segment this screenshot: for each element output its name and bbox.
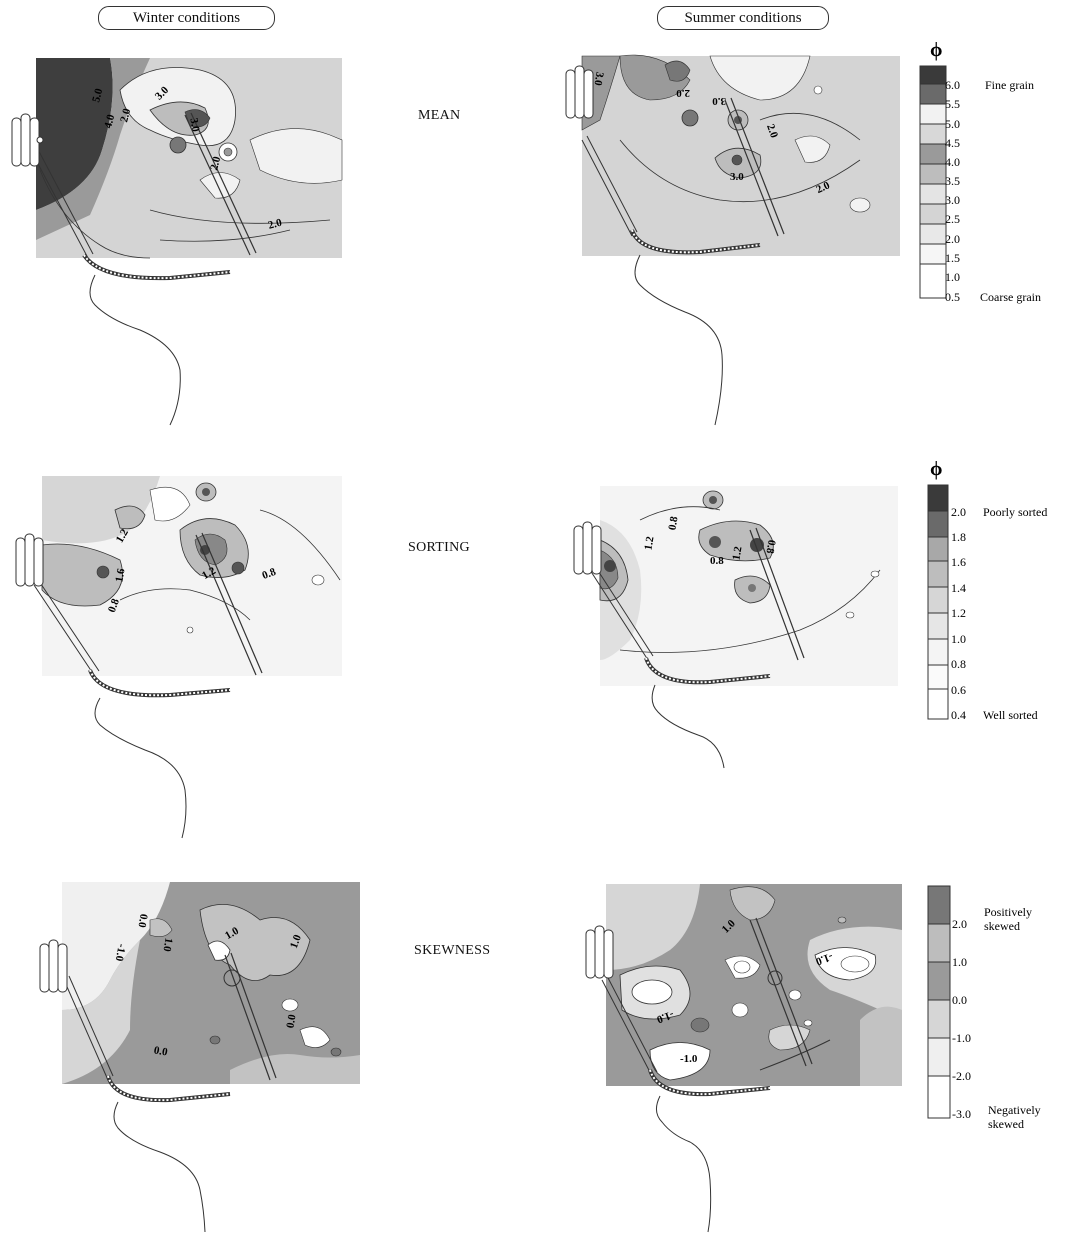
winter-sorting-label: 1.6 bbox=[113, 567, 127, 583]
skewness-legend: 2.0 1.0 0.0 -1.0 -2.0 -3.0 Positively sk… bbox=[927, 885, 1041, 1130]
legend-level: 0.5 bbox=[945, 290, 960, 304]
legend-level: 2.5 bbox=[945, 212, 960, 226]
summer-skewness-map: 1.0 -1.0 -1.0 -1.0 bbox=[585, 884, 902, 1233]
legend-level: -2.0 bbox=[952, 1069, 971, 1083]
legend-level: 2.0 bbox=[945, 232, 960, 246]
row-label-sorting: SORTING bbox=[408, 540, 470, 555]
legend-level: 0.4 bbox=[951, 708, 966, 722]
summer-mean-label: 2.0 bbox=[676, 87, 690, 99]
summer-mean-map: 3.0 2.0 3.0 2.0 3.0 2.0 bbox=[565, 54, 900, 426]
winter-skewness-label: -1.0 bbox=[113, 943, 128, 963]
summer-sorting-label: 1.2 bbox=[642, 535, 656, 551]
legend-level: 0.0 bbox=[952, 993, 967, 1007]
legend-level: 5.5 bbox=[945, 97, 960, 111]
legend-bottom-text: Well sorted bbox=[983, 708, 1038, 722]
legend-level: 1.4 bbox=[951, 581, 966, 595]
winter-mean-label: 2.0 bbox=[208, 155, 223, 172]
winter-skewness-label: 0.0 bbox=[284, 1013, 298, 1029]
summer-header: Summer conditions bbox=[657, 6, 829, 30]
legend-level: -3.0 bbox=[952, 1107, 971, 1121]
legend-level: 3.0 bbox=[945, 193, 960, 207]
legend-level: 1.0 bbox=[952, 955, 967, 969]
winter-mean-label: 2.0 bbox=[267, 217, 284, 232]
winter-mean-label: 4.0 bbox=[102, 113, 117, 130]
summer-sorting-label: 0.8 bbox=[666, 515, 680, 531]
winter-sorting-map: 1.2 1.6 0.8 1.2 0.8 bbox=[15, 476, 342, 839]
summer-mean-label: 2.0 bbox=[764, 123, 780, 140]
legend-top-text: Poorly sorted bbox=[983, 505, 1047, 519]
legend-level: 2.0 bbox=[951, 505, 966, 519]
legend-level: 2.0 bbox=[952, 917, 967, 931]
legend-level: 1.5 bbox=[945, 251, 960, 265]
legend-level: 1.2 bbox=[951, 606, 966, 620]
winter-mean-label: 2.0 bbox=[118, 107, 133, 124]
summer-mean-label: 3.0 bbox=[730, 171, 744, 183]
legend-level: 3.5 bbox=[945, 174, 960, 188]
sorting-legend: ϕ 2.0 1.8 1.6 1.4 1.2 1.0 0.8 0.6 0.4 Po… bbox=[927, 458, 1047, 722]
winter-skewness-label: 0.0 bbox=[135, 913, 149, 929]
legend-level: 0.6 bbox=[951, 683, 966, 697]
legend-level: 4.5 bbox=[945, 136, 960, 150]
legend-level: 1.6 bbox=[951, 555, 966, 569]
summer-mean-label: 2.0 bbox=[814, 179, 832, 196]
legend-level: 6.0 bbox=[945, 78, 960, 92]
winter-skewness-label: 1.0 bbox=[288, 933, 304, 950]
legend-level: 1.8 bbox=[951, 530, 966, 544]
summer-mean-label: 3.0 bbox=[712, 95, 726, 107]
winter-skewness-label: 1.0 bbox=[160, 937, 174, 953]
legend-level: -1.0 bbox=[952, 1031, 971, 1045]
legend-level: 0.8 bbox=[951, 657, 966, 671]
legend-bottom-text: Negatively bbox=[988, 1103, 1041, 1117]
legend-level: 4.0 bbox=[945, 155, 960, 169]
legend-phi-symbol: ϕ bbox=[930, 39, 942, 61]
legend-top-text: Fine grain bbox=[985, 78, 1034, 92]
legend-phi-symbol: ϕ bbox=[930, 458, 942, 480]
winter-mean-map: 5.0 4.0 3.0 2.0 3.0 2.0 2.0 bbox=[11, 58, 343, 426]
summer-sorting-label: 0.8 bbox=[763, 539, 777, 555]
winter-header: Winter conditions bbox=[98, 6, 275, 30]
winter-mean-label: 5.0 bbox=[90, 87, 105, 104]
legend-level: 5.0 bbox=[945, 117, 960, 131]
summer-mean-label: 3.0 bbox=[591, 71, 605, 87]
summer-sorting-map: 1.2 0.8 0.8 1.2 0.8 bbox=[573, 486, 898, 769]
legend-bottom-text: skewed bbox=[988, 1117, 1024, 1130]
winter-sorting-label: 0.8 bbox=[106, 597, 122, 614]
summer-skewness-label: -1.0 bbox=[655, 1008, 676, 1025]
row-label-skewness: SKEWNESS bbox=[414, 943, 491, 958]
row-label-mean: MEAN bbox=[418, 108, 461, 123]
summer-skewness-label: -1.0 bbox=[814, 950, 835, 967]
winter-sorting-label: 0.8 bbox=[261, 566, 278, 582]
legend-top-text: Positively bbox=[984, 905, 1032, 919]
legend-level: 1.0 bbox=[945, 270, 960, 284]
winter-mean-label: 3.0 bbox=[187, 117, 201, 133]
mean-legend: ϕ 6.0 5.5 5.0 4.5 4.0 3.5 3.0 2.5 2.0 1.… bbox=[919, 39, 1041, 304]
legend-top-text: skewed bbox=[984, 919, 1020, 933]
summer-sorting-label: 1.2 bbox=[730, 545, 744, 561]
legend-level: 1.0 bbox=[951, 632, 966, 646]
legend-bottom-text: Coarse grain bbox=[980, 290, 1041, 304]
summer-skewness-label: -1.0 bbox=[680, 1053, 698, 1065]
winter-skewness-label: 0.0 bbox=[153, 1044, 169, 1058]
summer-sorting-label: 0.8 bbox=[710, 555, 724, 567]
winter-skewness-map: -1.0 0.0 1.0 1.0 1.0 0.0 0.0 bbox=[39, 882, 360, 1233]
